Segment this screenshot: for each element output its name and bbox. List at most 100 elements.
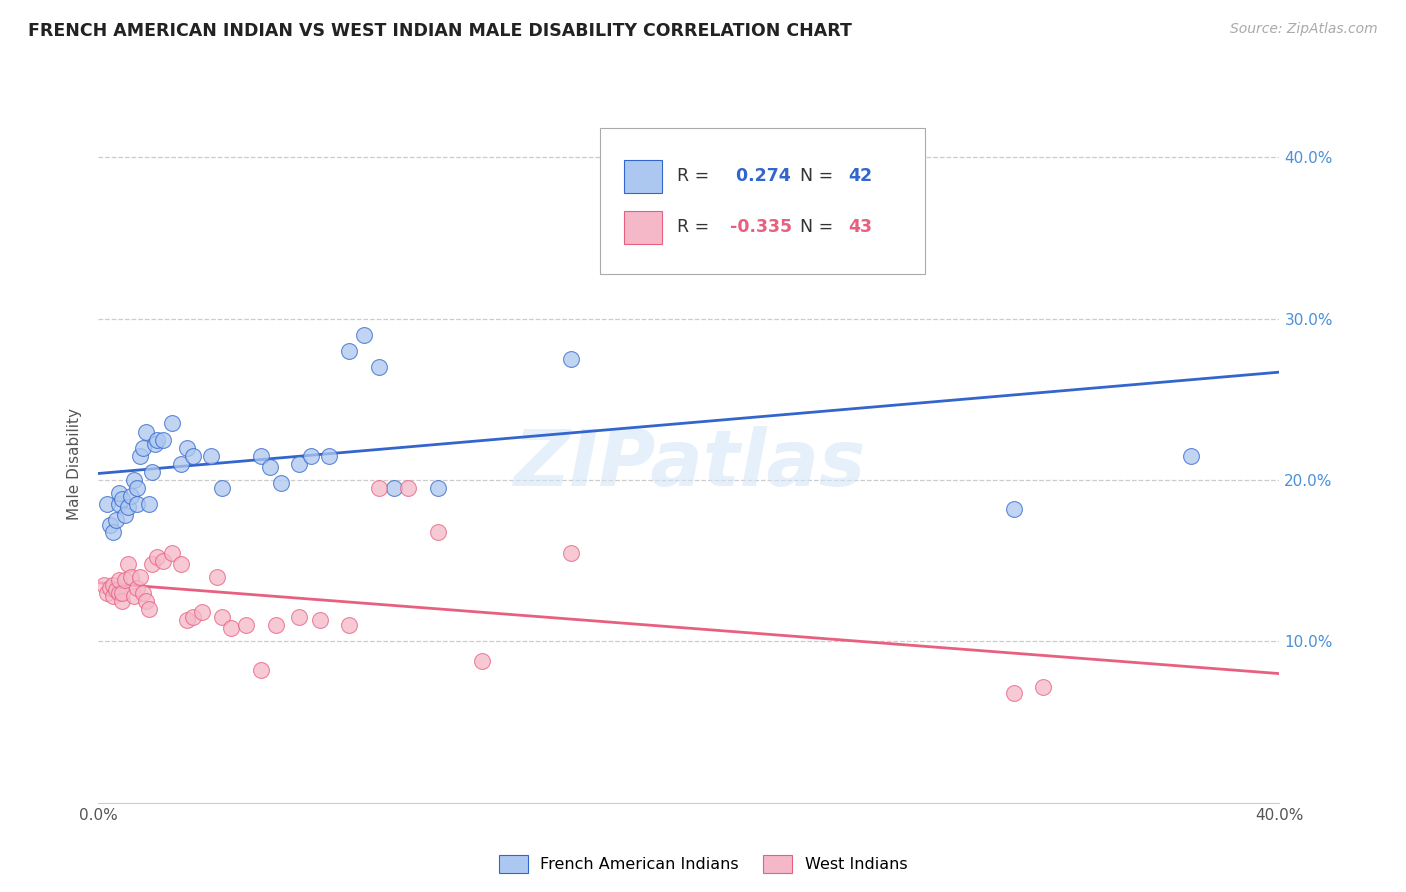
Text: N =: N =: [789, 167, 839, 185]
Point: [264, 618, 287, 632]
Point: [162, 417, 183, 431]
Point: [122, 473, 145, 487]
Point: [250, 664, 273, 678]
Point: [219, 622, 242, 636]
Point: [176, 441, 198, 455]
Point: [176, 614, 198, 628]
Text: R =: R =: [678, 167, 714, 185]
Point: [162, 546, 183, 560]
Point: [259, 460, 281, 475]
Point: [108, 486, 131, 500]
Point: [132, 586, 155, 600]
Text: 42: 42: [848, 167, 873, 185]
Point: [146, 433, 169, 447]
Point: [1002, 686, 1025, 700]
Point: [96, 586, 118, 600]
Point: [120, 489, 142, 503]
Point: [152, 554, 174, 568]
Point: [235, 618, 257, 632]
Text: ZIPatlas: ZIPatlas: [513, 425, 865, 502]
Point: [1002, 502, 1025, 516]
Point: [114, 508, 136, 523]
Point: [152, 433, 174, 447]
Point: [605, 215, 627, 229]
FancyBboxPatch shape: [600, 128, 925, 274]
Point: [117, 557, 139, 571]
Point: [117, 500, 139, 515]
FancyBboxPatch shape: [624, 211, 662, 244]
Point: [471, 654, 494, 668]
Point: [1180, 449, 1202, 463]
Point: [191, 605, 214, 619]
Y-axis label: Male Disability: Male Disability: [67, 408, 83, 520]
Text: -0.335: -0.335: [730, 218, 793, 235]
Point: [114, 573, 136, 587]
Point: [93, 578, 115, 592]
Point: [141, 465, 163, 479]
Point: [108, 573, 131, 587]
Point: [108, 497, 131, 511]
Point: [125, 581, 148, 595]
Point: [368, 359, 391, 374]
Point: [211, 481, 233, 495]
Point: [108, 586, 131, 600]
Point: [120, 570, 142, 584]
Point: [105, 582, 128, 597]
Point: [103, 578, 125, 592]
Point: [299, 449, 322, 463]
Point: [560, 546, 582, 560]
Point: [138, 602, 160, 616]
Point: [135, 594, 157, 608]
Point: [132, 441, 155, 455]
Point: [141, 557, 163, 571]
Point: [288, 610, 311, 624]
Point: [181, 449, 204, 463]
Point: [288, 457, 311, 471]
Point: [309, 614, 332, 628]
Point: [382, 481, 405, 495]
Point: [111, 594, 134, 608]
Point: [143, 437, 166, 451]
Point: [250, 449, 273, 463]
Point: [128, 570, 150, 584]
Text: 0.274: 0.274: [730, 167, 792, 185]
Point: [98, 518, 121, 533]
Point: [339, 618, 360, 632]
Point: [128, 449, 150, 463]
Point: [270, 476, 292, 491]
Point: [103, 589, 125, 603]
Point: [111, 586, 134, 600]
Point: [211, 610, 233, 624]
Point: [98, 581, 121, 595]
Point: [181, 610, 204, 624]
FancyBboxPatch shape: [624, 161, 662, 193]
Point: [205, 570, 228, 584]
Point: [138, 497, 160, 511]
Point: [396, 481, 419, 495]
Point: [427, 481, 450, 495]
Text: FRENCH AMERICAN INDIAN VS WEST INDIAN MALE DISABILITY CORRELATION CHART: FRENCH AMERICAN INDIAN VS WEST INDIAN MA…: [28, 22, 852, 40]
Point: [111, 492, 134, 507]
Text: 43: 43: [848, 218, 872, 235]
Point: [353, 327, 375, 342]
Point: [318, 449, 340, 463]
Text: N =: N =: [789, 218, 839, 235]
Point: [105, 513, 128, 527]
Point: [125, 481, 148, 495]
Point: [560, 351, 582, 366]
Point: [200, 449, 222, 463]
Point: [170, 557, 193, 571]
Text: R =: R =: [678, 218, 714, 235]
Point: [146, 550, 169, 565]
Point: [368, 481, 391, 495]
Legend: French American Indians, West Indians: French American Indians, West Indians: [492, 848, 914, 880]
Point: [135, 425, 157, 439]
Point: [103, 524, 125, 539]
Point: [122, 589, 145, 603]
Text: Source: ZipAtlas.com: Source: ZipAtlas.com: [1230, 22, 1378, 37]
Point: [339, 343, 360, 358]
Point: [96, 497, 118, 511]
Point: [427, 524, 450, 539]
Point: [170, 457, 193, 471]
Point: [1032, 680, 1054, 694]
